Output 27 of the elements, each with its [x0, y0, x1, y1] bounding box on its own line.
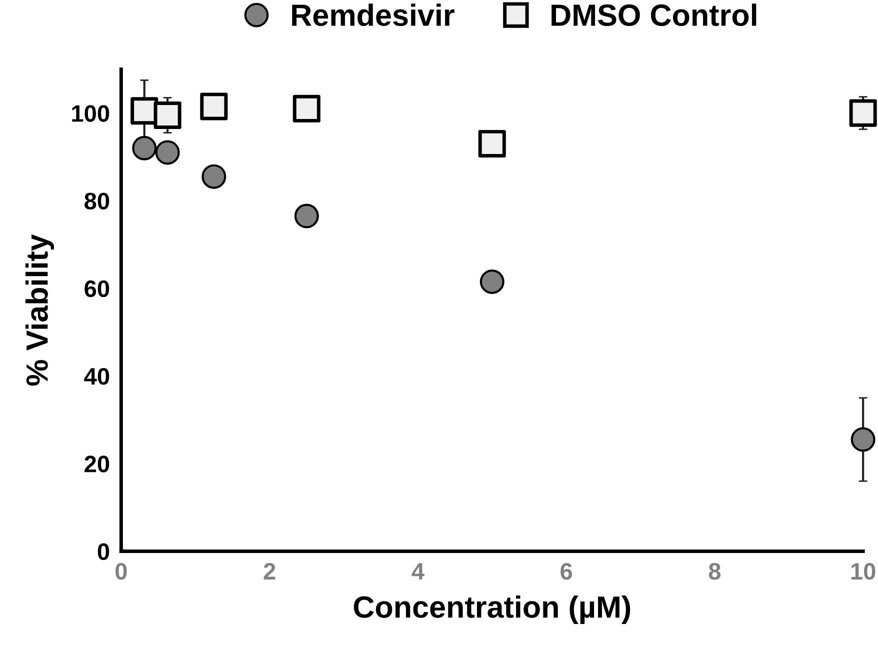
x-tick-label: 0 — [116, 562, 127, 580]
point — [154, 101, 182, 130]
x-axis-title: Concentration (µM) — [354, 595, 630, 624]
point — [480, 270, 504, 294]
y-tick-label: 20 — [84, 456, 110, 472]
x-tick-label: 6 — [560, 562, 572, 580]
y-tick-label: 100 — [72, 105, 110, 122]
point — [132, 136, 157, 160]
x-tick-label: 8 — [708, 562, 721, 580]
point — [294, 204, 319, 228]
x-tick-label: 10 — [851, 562, 876, 580]
y-tick-label: 0 — [98, 543, 110, 560]
point — [200, 92, 228, 120]
y-tick-label: 80 — [84, 192, 110, 210]
point — [155, 140, 180, 165]
point — [478, 130, 506, 158]
x-tick-label: 2 — [264, 562, 276, 580]
y-tick-label: 40 — [84, 368, 110, 385]
x-tick-label: 4 — [412, 563, 424, 580]
point — [292, 94, 320, 122]
legend-label: DMSO Control — [552, 4, 756, 26]
point — [850, 427, 876, 452]
point — [202, 164, 226, 189]
legend-label: Remdesivir — [292, 4, 454, 26]
y-tick-label: 60 — [84, 280, 110, 298]
y-axis-title: % Viability — [26, 234, 54, 386]
point — [849, 99, 877, 127]
